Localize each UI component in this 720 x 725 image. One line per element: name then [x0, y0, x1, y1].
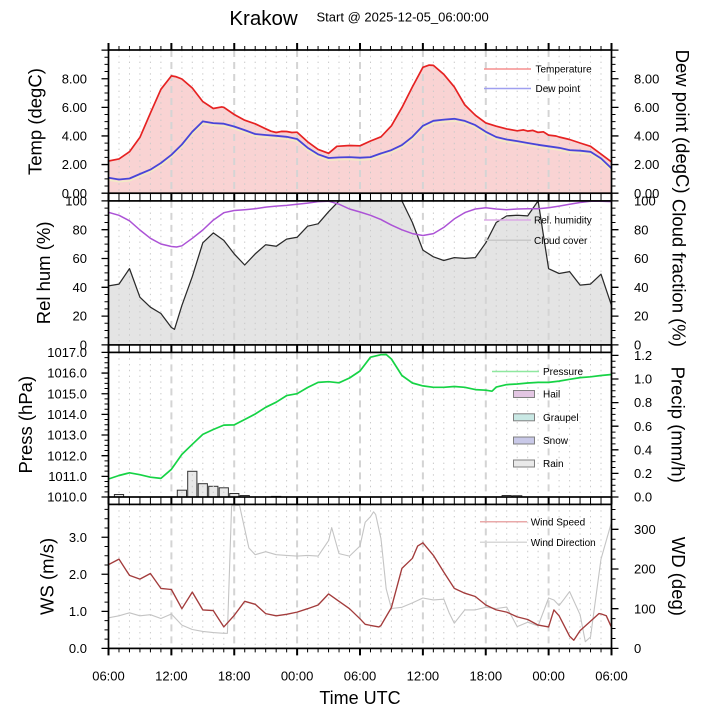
svg-text:18:00: 18:00 — [218, 669, 251, 684]
svg-text:Temp (degC): Temp (degC) — [25, 68, 46, 175]
svg-text:0: 0 — [80, 338, 87, 353]
svg-text:0.4: 0.4 — [634, 442, 652, 457]
svg-text:0.0: 0.0 — [634, 490, 652, 505]
svg-text:Press (hPa): Press (hPa) — [15, 376, 36, 474]
svg-text:Start @ 2025-12-05_06:00:00: Start @ 2025-12-05_06:00:00 — [317, 10, 489, 25]
svg-text:00:00: 00:00 — [281, 669, 314, 684]
svg-text:06:00: 06:00 — [595, 669, 628, 684]
svg-text:Wind Direction: Wind Direction — [531, 538, 596, 549]
svg-text:60: 60 — [73, 251, 87, 266]
svg-text:06:00: 06:00 — [92, 669, 125, 684]
svg-text:Time UTC: Time UTC — [319, 688, 400, 708]
svg-text:1013.0: 1013.0 — [47, 428, 87, 443]
svg-text:40: 40 — [634, 280, 648, 295]
svg-text:100: 100 — [65, 194, 87, 209]
svg-text:Dew point (degC): Dew point (degC) — [672, 50, 693, 194]
svg-text:Wind Speed: Wind Speed — [531, 518, 585, 529]
svg-text:100: 100 — [634, 194, 656, 209]
svg-text:4.00: 4.00 — [62, 129, 87, 144]
svg-text:2.00: 2.00 — [62, 157, 87, 172]
svg-text:0.6: 0.6 — [634, 419, 652, 434]
svg-text:WS (m/s): WS (m/s) — [36, 538, 57, 615]
svg-text:6.00: 6.00 — [62, 100, 87, 115]
svg-text:4.00: 4.00 — [634, 129, 659, 144]
svg-text:20: 20 — [73, 309, 87, 324]
svg-text:Cloud fraction (%): Cloud fraction (%) — [668, 199, 689, 347]
svg-text:Precip (mm/h): Precip (mm/h) — [667, 367, 688, 483]
svg-text:80: 80 — [634, 222, 648, 237]
svg-text:Dew point: Dew point — [536, 84, 581, 95]
svg-text:Hail: Hail — [543, 390, 560, 401]
svg-text:Krakow: Krakow — [229, 7, 298, 30]
svg-text:1011.0: 1011.0 — [48, 469, 87, 484]
svg-text:200: 200 — [634, 562, 656, 577]
svg-text:12:00: 12:00 — [155, 669, 188, 684]
svg-text:00:00: 00:00 — [532, 669, 565, 684]
svg-text:0.00: 0.00 — [62, 186, 87, 201]
svg-text:8.00: 8.00 — [634, 71, 659, 86]
svg-text:6.00: 6.00 — [634, 100, 659, 115]
svg-text:20: 20 — [634, 309, 648, 324]
svg-text:Rain: Rain — [543, 459, 564, 470]
svg-text:80: 80 — [73, 222, 87, 237]
svg-text:60: 60 — [634, 251, 648, 266]
svg-text:Rel hum (%): Rel hum (%) — [33, 221, 54, 324]
svg-text:0.2: 0.2 — [634, 466, 652, 481]
svg-text:40: 40 — [73, 280, 87, 295]
svg-text:0.8: 0.8 — [634, 395, 652, 410]
svg-text:06:00: 06:00 — [344, 669, 377, 684]
svg-text:Pressure: Pressure — [543, 367, 583, 378]
svg-text:Rel. humidity: Rel. humidity — [534, 216, 592, 227]
svg-text:Snow: Snow — [543, 436, 569, 447]
svg-text:Cloud cover: Cloud cover — [534, 236, 588, 247]
svg-text:18:00: 18:00 — [470, 669, 503, 684]
svg-text:0: 0 — [634, 641, 641, 656]
svg-text:2.0: 2.0 — [69, 567, 87, 582]
svg-text:1010.0: 1010.0 — [47, 490, 87, 505]
svg-text:1.2: 1.2 — [634, 348, 652, 363]
svg-text:1015.0: 1015.0 — [47, 386, 87, 401]
svg-text:0.0: 0.0 — [69, 641, 87, 656]
svg-text:Temperature: Temperature — [536, 65, 593, 76]
svg-text:1017.0: 1017.0 — [47, 345, 87, 360]
svg-text:8.00: 8.00 — [62, 71, 87, 86]
svg-text:1016.0: 1016.0 — [47, 366, 87, 381]
svg-text:1014.0: 1014.0 — [47, 407, 87, 422]
svg-text:300: 300 — [634, 522, 656, 537]
svg-text:0.00: 0.00 — [634, 186, 659, 201]
svg-text:1012.0: 1012.0 — [47, 448, 87, 463]
svg-text:2.00: 2.00 — [634, 157, 659, 172]
svg-text:100: 100 — [634, 601, 656, 616]
svg-text:12:00: 12:00 — [407, 669, 440, 684]
svg-text:1.0: 1.0 — [634, 372, 652, 387]
svg-text:3.0: 3.0 — [69, 530, 87, 545]
svg-text:0: 0 — [634, 338, 641, 353]
svg-text:1.0: 1.0 — [69, 604, 87, 619]
svg-text:WD (deg): WD (deg) — [668, 537, 689, 616]
svg-text:Graupel: Graupel — [543, 413, 579, 424]
